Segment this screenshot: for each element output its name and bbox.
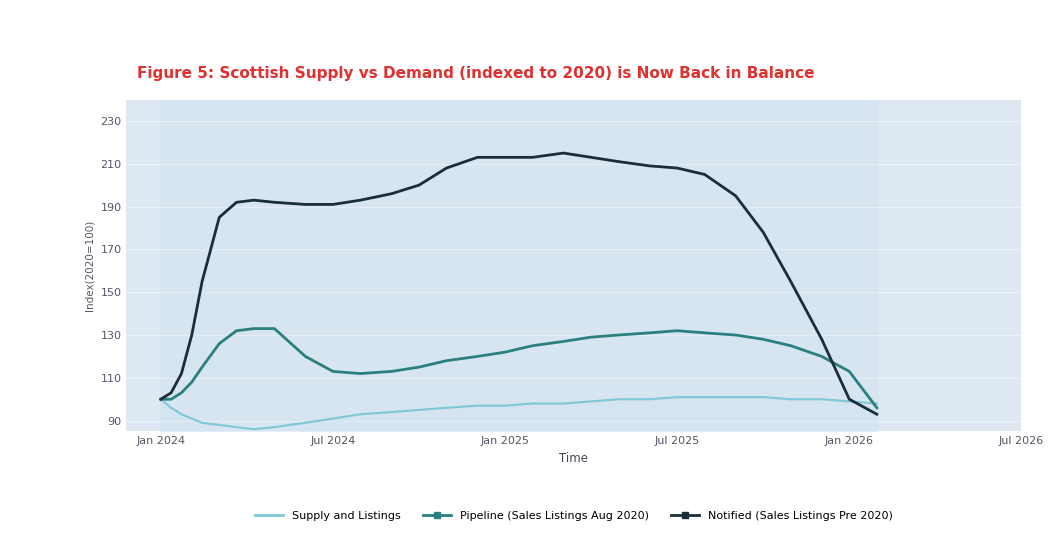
X-axis label: Time: Time	[559, 452, 589, 465]
Text: Figure 5: Scottish Supply vs Demand (indexed to 2020) is Now Back in Balance: Figure 5: Scottish Supply vs Demand (ind…	[137, 66, 814, 81]
Y-axis label: Index(2020=100): Index(2020=100)	[85, 220, 95, 311]
Legend: Supply and Listings, Pipeline (Sales Listings Aug 2020), Notified (Sales Listing: Supply and Listings, Pipeline (Sales Lis…	[251, 507, 897, 525]
